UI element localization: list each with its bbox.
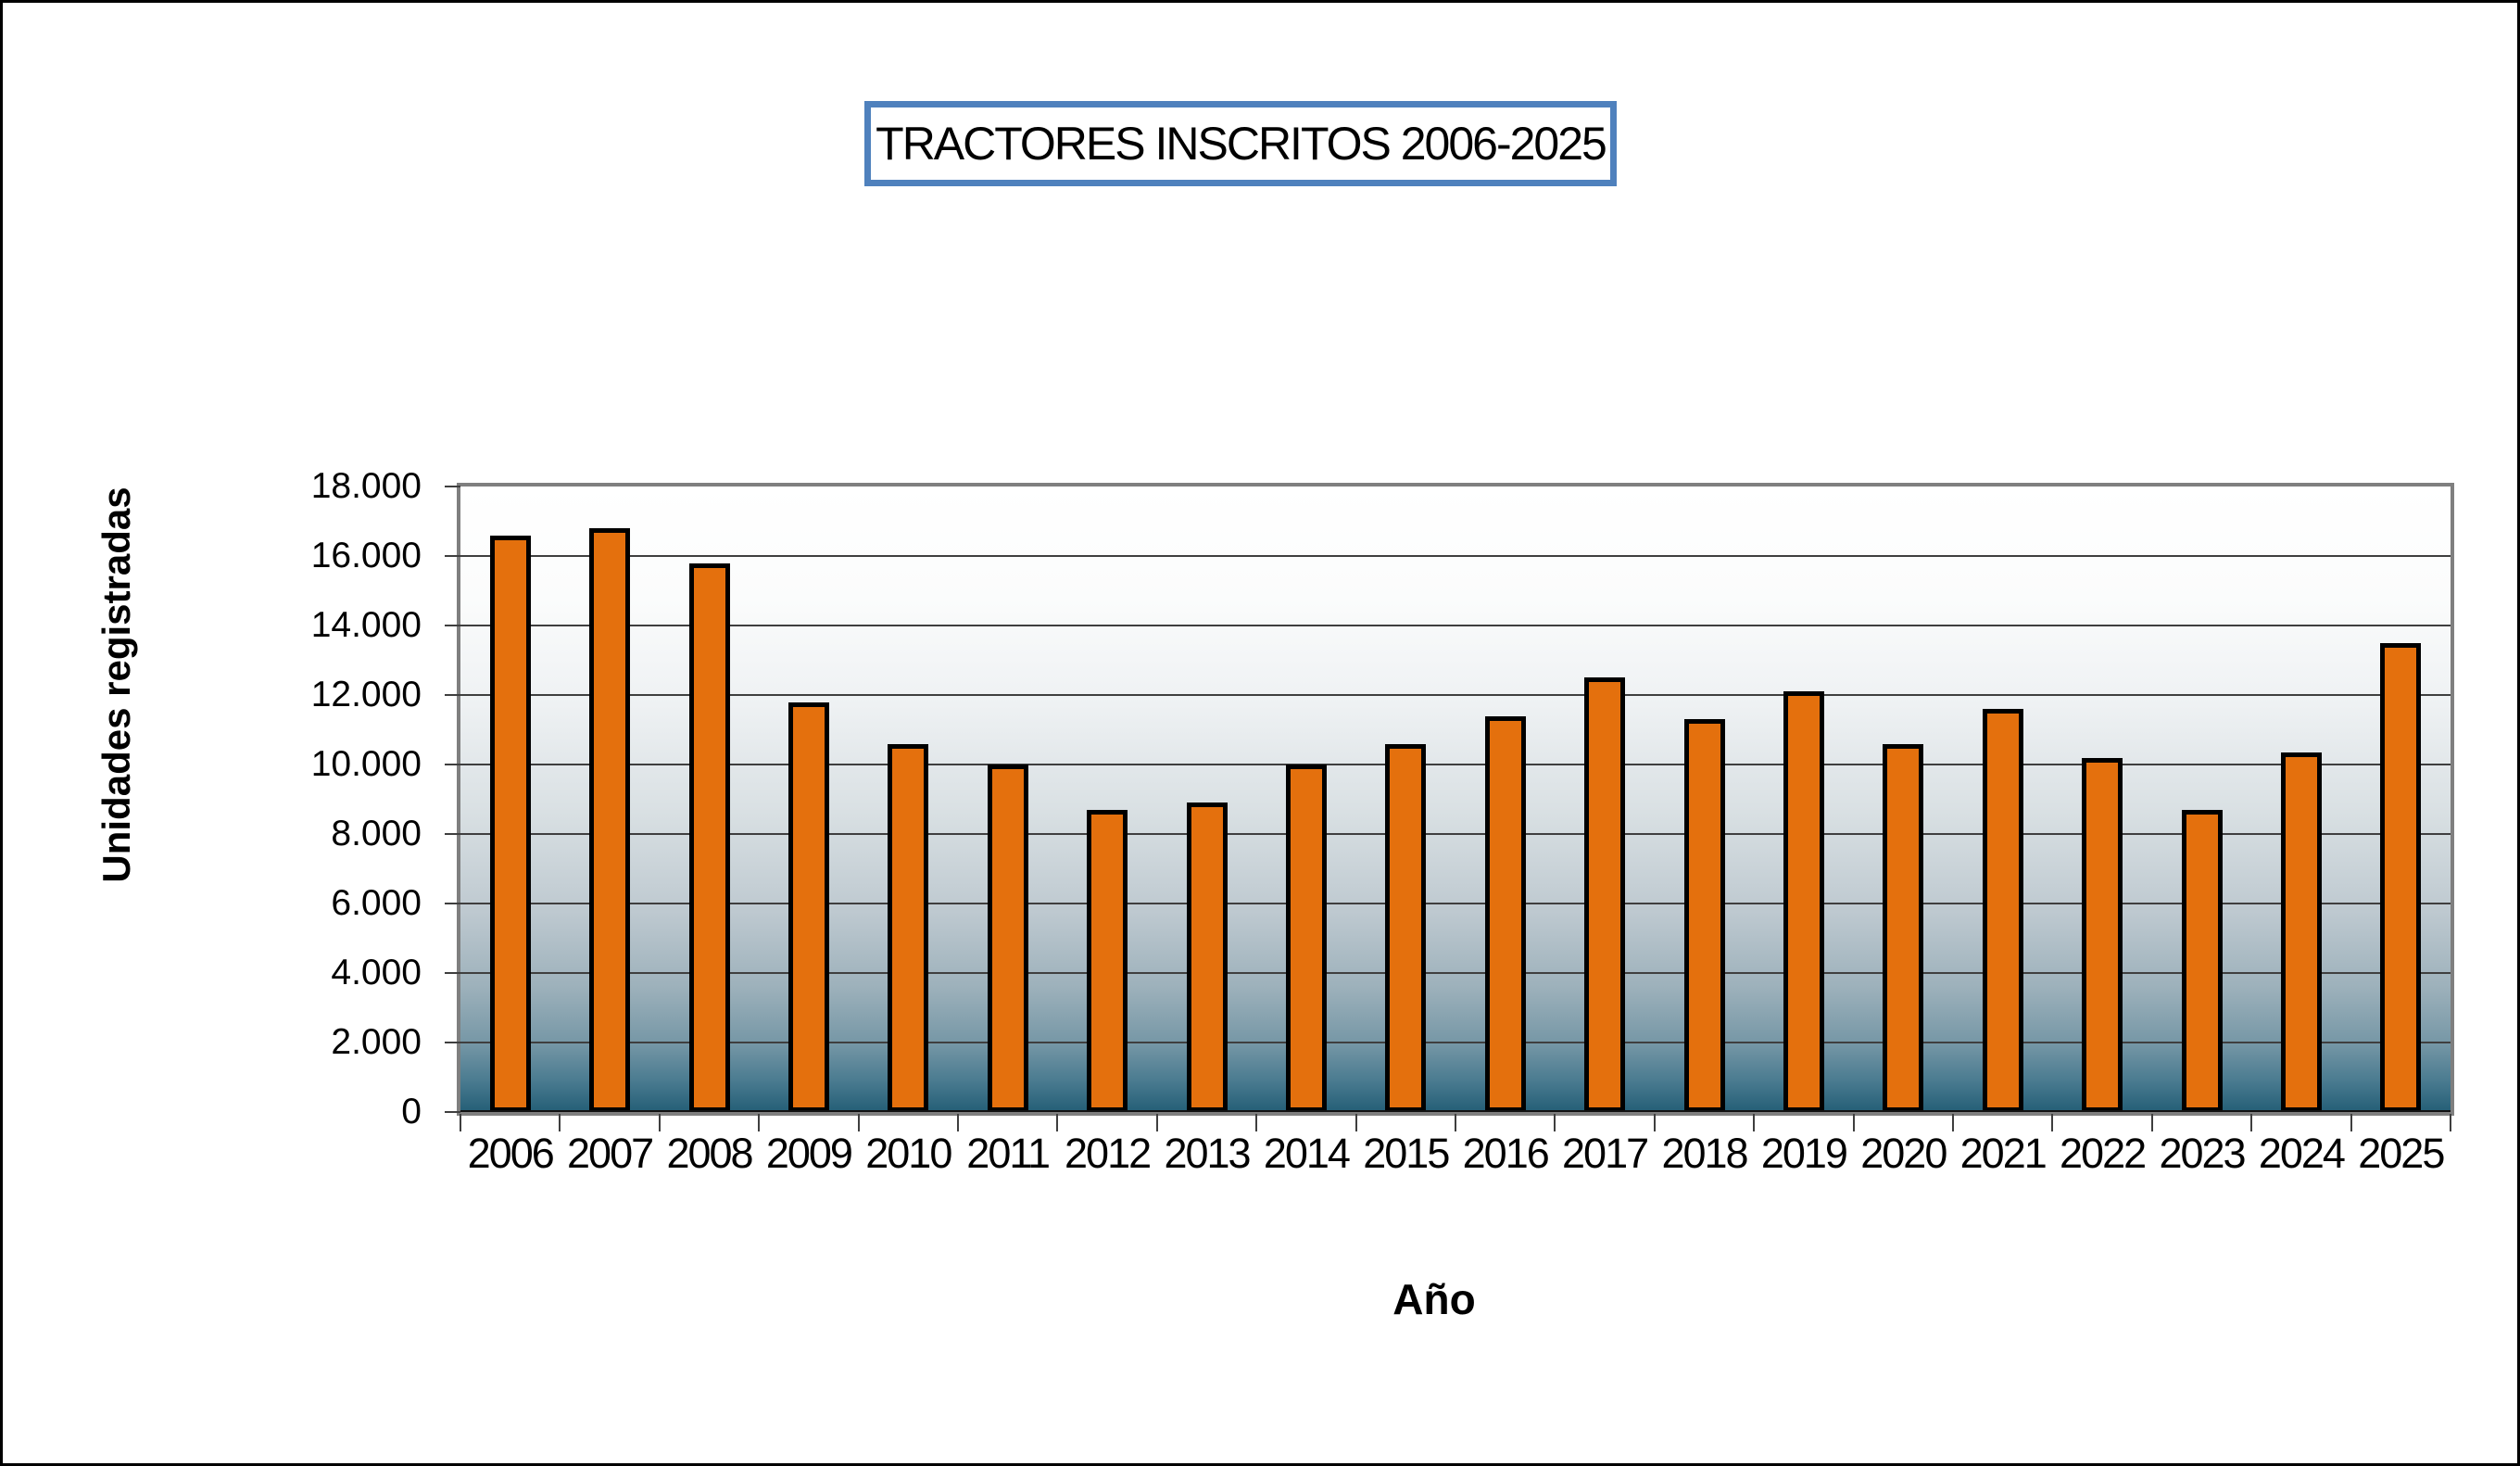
y-tick-mark	[445, 694, 460, 696]
chart-title-box: TRACTORES INSCRITOS 2006-2025	[864, 101, 1617, 186]
gridline-6000	[460, 903, 2451, 904]
x-tick-mark	[1354, 1114, 1357, 1131]
x-tick-label-2021: 2021	[1959, 1130, 2048, 1177]
y-tick-label-8000: 8.000	[331, 814, 422, 853]
bar-2008	[688, 562, 730, 1112]
bar-2025	[2380, 642, 2422, 1112]
x-tick-mark	[2450, 1114, 2451, 1131]
y-tick-label-4000: 4.000	[331, 953, 422, 992]
y-tick-mark	[445, 972, 460, 974]
x-tick-label-2023: 2023	[2159, 1130, 2246, 1177]
y-tick-mark	[445, 764, 460, 765]
bar-2010	[888, 743, 929, 1112]
y-tick-label-6000: 6.000	[331, 883, 422, 923]
x-tick-mark	[1255, 1114, 1258, 1131]
y-tick-label-12000: 12.000	[310, 675, 422, 714]
x-tick-mark	[460, 1114, 461, 1131]
x-tick-mark	[658, 1114, 661, 1131]
x-tick-label-2015: 2015	[1363, 1130, 1450, 1177]
x-axis-title: Año	[1392, 1275, 1476, 1323]
x-tick-label-2025: 2025	[2358, 1130, 2445, 1177]
x-tick-label-2008: 2008	[666, 1130, 753, 1177]
x-tick-label-2019: 2019	[1760, 1130, 1848, 1177]
y-tick-mark	[445, 486, 460, 487]
x-tick-label-2010: 2010	[865, 1130, 952, 1177]
x-tick-mark	[1852, 1114, 1855, 1131]
y-tick-label-18000: 18.000	[310, 466, 422, 506]
gridline-8000	[460, 833, 2451, 835]
x-tick-mark	[758, 1114, 761, 1131]
y-tick-mark	[445, 555, 460, 557]
x-tick-label-2013: 2013	[1164, 1130, 1251, 1177]
x-tick-mark	[559, 1114, 561, 1131]
plot-area	[457, 483, 2454, 1116]
bar-2012	[1087, 809, 1128, 1112]
y-tick-label-16000: 16.000	[310, 536, 422, 575]
x-tick-mark	[1952, 1114, 1954, 1131]
plot-background	[460, 487, 2451, 1112]
x-tick-label-2022: 2022	[2060, 1130, 2147, 1177]
x-tick-label-2014: 2014	[1263, 1130, 1351, 1177]
y-axis-title: Unidades registradas	[94, 487, 138, 883]
y-tick-mark	[445, 903, 460, 904]
y-tick-label-2000: 2.000	[331, 1022, 422, 1062]
bar-2016	[1484, 715, 1526, 1112]
chart-title: TRACTORES INSCRITOS 2006-2025	[876, 118, 1607, 170]
gridline-4000	[460, 972, 2451, 974]
x-tick-mark	[1455, 1114, 1456, 1131]
bar-2011	[987, 765, 1028, 1112]
bar-2019	[1783, 691, 1824, 1112]
bar-2018	[1683, 719, 1725, 1112]
x-tick-mark	[2051, 1114, 2054, 1131]
gridline-10000	[460, 764, 2451, 765]
bar-2006	[489, 535, 531, 1112]
x-tick-mark	[857, 1114, 860, 1131]
gridline-2000	[460, 1042, 2451, 1043]
x-tick-label-2007: 2007	[567, 1130, 654, 1177]
bar-2021	[1982, 709, 2023, 1112]
gridline-12000	[460, 694, 2451, 696]
y-tick-label-14000: 14.000	[310, 605, 422, 645]
x-tick-label-2006: 2006	[467, 1130, 555, 1177]
x-tick-mark	[2250, 1114, 2253, 1131]
x-tick-label-2024: 2024	[2258, 1130, 2346, 1177]
x-tick-mark	[1653, 1114, 1656, 1131]
y-tick-label-10000: 10.000	[310, 744, 422, 784]
bar-2009	[788, 701, 829, 1112]
bar-2014	[1285, 765, 1327, 1112]
x-tick-mark	[2350, 1114, 2352, 1131]
bar-2024	[2280, 752, 2322, 1112]
x-tick-mark	[1155, 1114, 1158, 1131]
x-tick-label-2016: 2016	[1462, 1130, 1550, 1177]
x-tick-mark	[1554, 1114, 1556, 1131]
gridline-14000	[460, 625, 2451, 626]
bar-2017	[1584, 677, 1626, 1112]
bar-2020	[1883, 743, 1924, 1112]
x-tick-label-2017: 2017	[1562, 1130, 1649, 1177]
y-tick-mark	[445, 625, 460, 626]
bar-2023	[2181, 809, 2223, 1112]
bar-2015	[1385, 743, 1427, 1112]
x-tick-mark	[957, 1114, 959, 1131]
bar-2022	[2082, 757, 2123, 1112]
gridline-16000	[460, 555, 2451, 557]
x-tick-mark	[1753, 1114, 1756, 1131]
x-axis-line	[460, 1110, 2451, 1112]
x-tick-label-2012: 2012	[1065, 1130, 1152, 1177]
y-tick-mark	[445, 1042, 460, 1043]
y-tick-mark	[445, 1111, 460, 1113]
bar-2007	[589, 528, 631, 1112]
x-tick-label-2018: 2018	[1661, 1130, 1748, 1177]
x-tick-mark	[2150, 1114, 2153, 1131]
x-tick-mark	[1056, 1114, 1059, 1131]
y-tick-mark	[445, 833, 460, 835]
bar-2013	[1186, 803, 1228, 1112]
y-tick-label-0: 0	[401, 1092, 422, 1131]
x-tick-label-2009: 2009	[765, 1130, 853, 1177]
x-tick-label-2020: 2020	[1860, 1130, 1947, 1177]
x-tick-label-2011: 2011	[966, 1130, 1051, 1177]
